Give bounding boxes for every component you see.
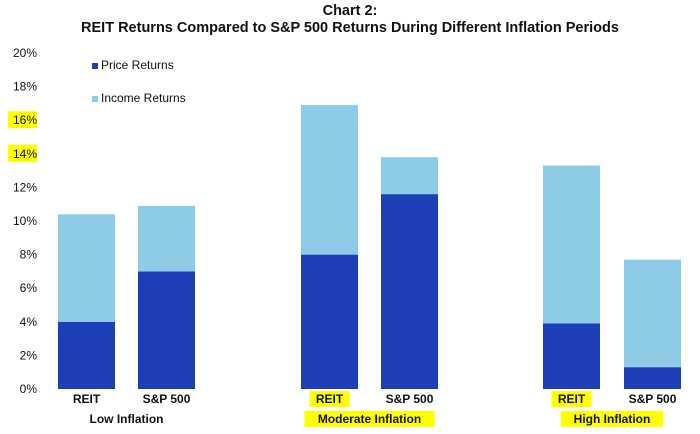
legend-label: Price Returns bbox=[101, 58, 174, 72]
y-tick-label: 20% bbox=[13, 46, 37, 60]
y-tick-label: 10% bbox=[13, 214, 37, 228]
legend-label: Income Returns bbox=[101, 91, 186, 105]
category-label: REIT bbox=[73, 392, 101, 406]
y-tick-label: 4% bbox=[20, 315, 38, 329]
y-tick-label: 0% bbox=[20, 382, 38, 396]
y-tick-label: 12% bbox=[13, 180, 37, 194]
legend-swatch bbox=[92, 63, 98, 69]
ytick-highlight bbox=[8, 111, 37, 129]
bar-income-returns bbox=[58, 214, 115, 322]
category-label: S&P 500 bbox=[143, 392, 191, 406]
bar-income-returns bbox=[301, 105, 358, 255]
group-label: Low Inflation bbox=[90, 412, 164, 426]
group-highlight bbox=[304, 411, 435, 427]
y-tick-label: 8% bbox=[20, 248, 38, 262]
bar-income-returns bbox=[624, 259, 681, 368]
category-highlight bbox=[551, 391, 592, 407]
y-tick-label: 6% bbox=[20, 281, 38, 295]
y-tick-label: 16% bbox=[13, 113, 37, 127]
bar-price-returns bbox=[543, 323, 600, 389]
category-label: S&P 500 bbox=[629, 392, 677, 406]
chart-subtitle: REIT Returns Compared to S&P 500 Returns… bbox=[81, 20, 619, 36]
y-tick-label: 18% bbox=[13, 80, 37, 94]
category-label: REIT bbox=[558, 392, 586, 406]
bar-income-returns bbox=[138, 205, 195, 272]
group-label: Moderate Inflation bbox=[318, 412, 421, 426]
y-tick-label: 14% bbox=[13, 147, 37, 161]
category-highlight bbox=[309, 391, 350, 407]
bar-price-returns bbox=[381, 194, 438, 389]
bar-income-returns bbox=[381, 157, 438, 195]
bar-price-returns bbox=[58, 321, 115, 389]
y-tick-label: 2% bbox=[20, 348, 38, 362]
bar-price-returns bbox=[624, 367, 681, 389]
chart-title: Chart 2: bbox=[322, 3, 378, 19]
legend-swatch bbox=[92, 96, 98, 102]
ytick-highlight bbox=[8, 144, 37, 162]
group-highlight bbox=[560, 411, 664, 427]
bar-price-returns bbox=[301, 254, 358, 389]
group-label: High Inflation bbox=[574, 412, 651, 426]
bar-income-returns bbox=[543, 165, 600, 324]
category-label: REIT bbox=[316, 392, 344, 406]
bar-price-returns bbox=[138, 271, 195, 389]
category-label: S&P 500 bbox=[386, 392, 434, 406]
